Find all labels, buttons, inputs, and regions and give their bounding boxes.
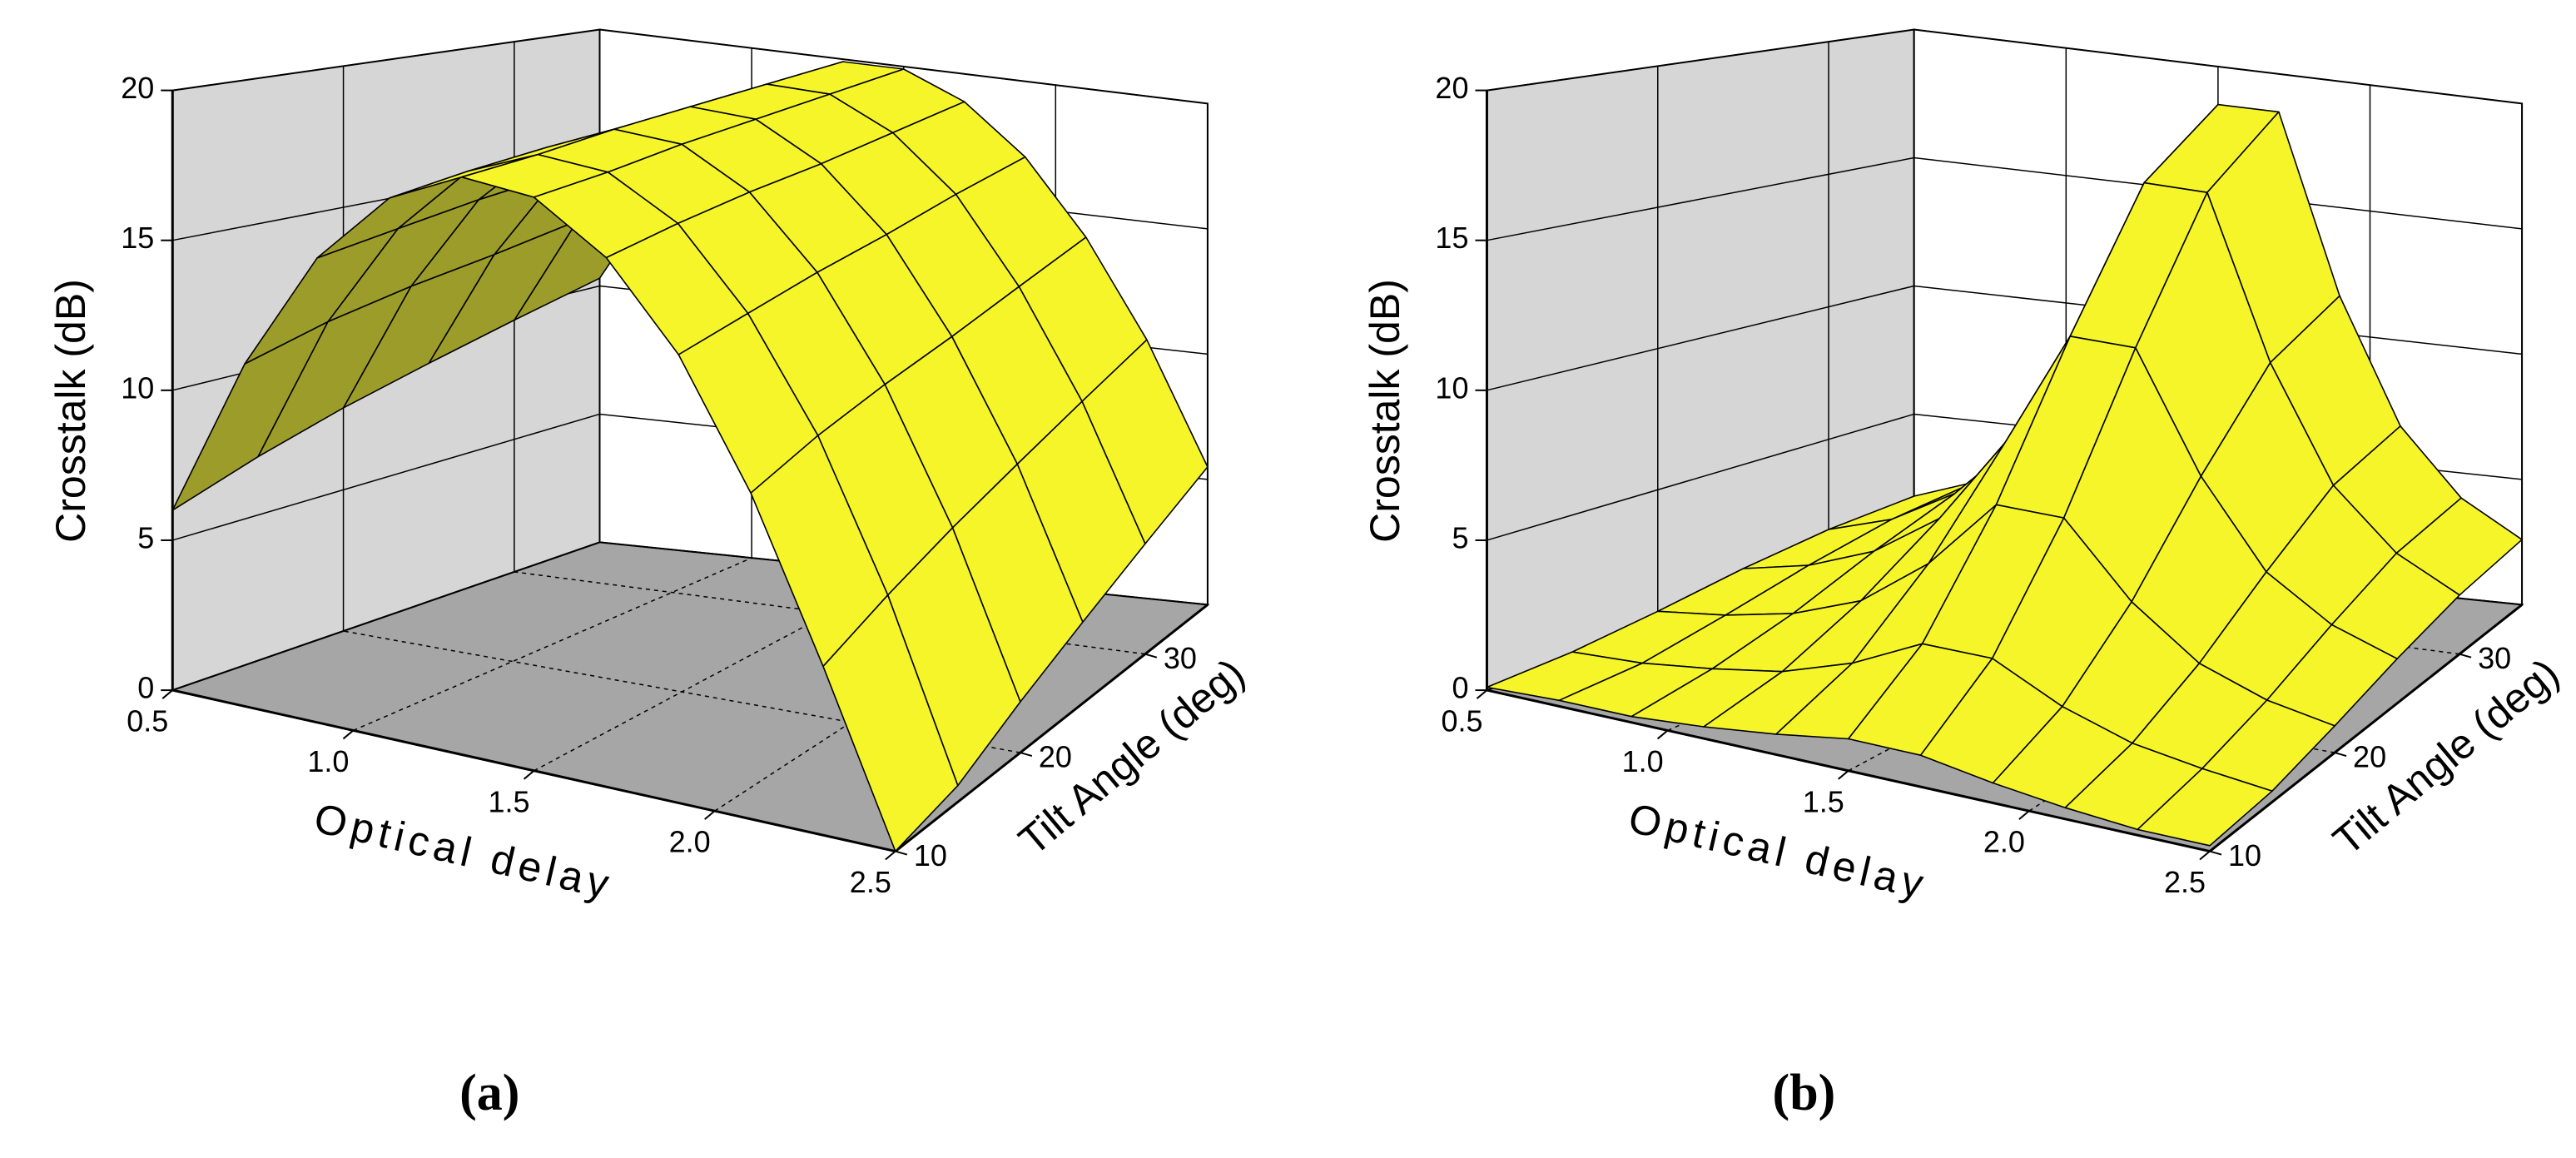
x-tick-label: 2.0: [669, 825, 711, 859]
x-tick-label: 0.5: [1441, 704, 1482, 738]
grid-line: [1487, 157, 1914, 241]
tick-mark: [2459, 653, 2472, 659]
caption: (b): [1773, 1065, 1836, 1121]
tick-mark: [1144, 653, 1158, 659]
grid-line: [1487, 285, 1914, 391]
y-tick-label: 30: [1164, 641, 1197, 675]
tick-mark: [885, 850, 896, 861]
tick-mark: [523, 770, 535, 780]
grid-line: [534, 573, 905, 772]
x-tick-label: 2.5: [2164, 865, 2206, 899]
tick-mark: [342, 729, 355, 740]
z-tick-label: 20: [1435, 71, 1468, 105]
grid-line: [1487, 413, 1914, 541]
surface-cell: [822, 594, 959, 852]
x-tick-label: 0.5: [127, 704, 168, 738]
y-tick-label: 30: [2478, 641, 2511, 675]
y-tick-label: 20: [2353, 740, 2386, 774]
z-tick-label: 20: [121, 71, 154, 105]
z-tick-label: 0: [137, 671, 154, 705]
axis-line: [894, 604, 1209, 852]
y-tick-label: 20: [1039, 740, 1072, 774]
x-tick-label: 1.5: [489, 784, 530, 818]
x-tick-label: 2.5: [850, 865, 891, 899]
tick-mark: [2018, 810, 2030, 820]
grid-line: [343, 630, 1020, 753]
tick-mark: [895, 850, 908, 856]
grid-line: [353, 557, 752, 732]
tick-mark: [1656, 729, 1669, 740]
surface-cell: [2137, 768, 2273, 847]
tick-mark: [2334, 752, 2347, 758]
x-tick-label: 1.0: [1622, 744, 1664, 778]
x-tick-label: 1.0: [307, 744, 349, 778]
y-tick-label: 10: [2228, 838, 2261, 872]
z-tick-label: 0: [1452, 671, 1468, 705]
grid-line: [172, 413, 600, 541]
axis-line: [2209, 604, 2524, 852]
z-tick-label: 5: [1452, 520, 1468, 554]
x-tick-label: 2.0: [1983, 825, 2025, 859]
caption: (a): [459, 1065, 519, 1121]
tick-mark: [704, 810, 716, 820]
grid-line: [172, 28, 600, 92]
grid-line: [1487, 28, 1914, 92]
grid-line: [172, 541, 600, 691]
tick-mark: [2199, 850, 2211, 861]
z-tick-label: 15: [1435, 221, 1468, 255]
tick-mark: [1838, 770, 1849, 780]
axis-line: [1487, 688, 2211, 852]
x-axis-title: Optical delay: [1625, 794, 1933, 908]
x-tick-label: 1.5: [1803, 784, 1844, 818]
surface-chart: 0 5 10 15 20 0.5 1.0 1.5 2.0 2.5 10 20 30 Crosstalk (…: [1362, 28, 2568, 1121]
z-tick-label: 15: [121, 221, 154, 255]
tick-mark: [1020, 752, 1033, 758]
x-axis-title: Optical delay: [310, 794, 618, 908]
z-tick-label: 10: [121, 370, 154, 405]
axis-line: [171, 688, 896, 852]
tick-mark: [161, 689, 173, 699]
tick-mark: [2209, 850, 2222, 856]
y-tick-label: 10: [914, 838, 947, 872]
z-axis-title: Crosstalk (dB): [47, 279, 94, 543]
z-axis-title: Crosstalk (dB): [1362, 279, 1408, 543]
tick-mark: [1476, 689, 1488, 699]
z-tick-label: 5: [137, 520, 154, 554]
z-tick-label: 10: [1435, 370, 1468, 405]
surface-chart: 0 5 10 15 20 0.5 1.0 1.5 2.0 2.5 10 20 30 Crosstalk (…: [47, 28, 1253, 1121]
